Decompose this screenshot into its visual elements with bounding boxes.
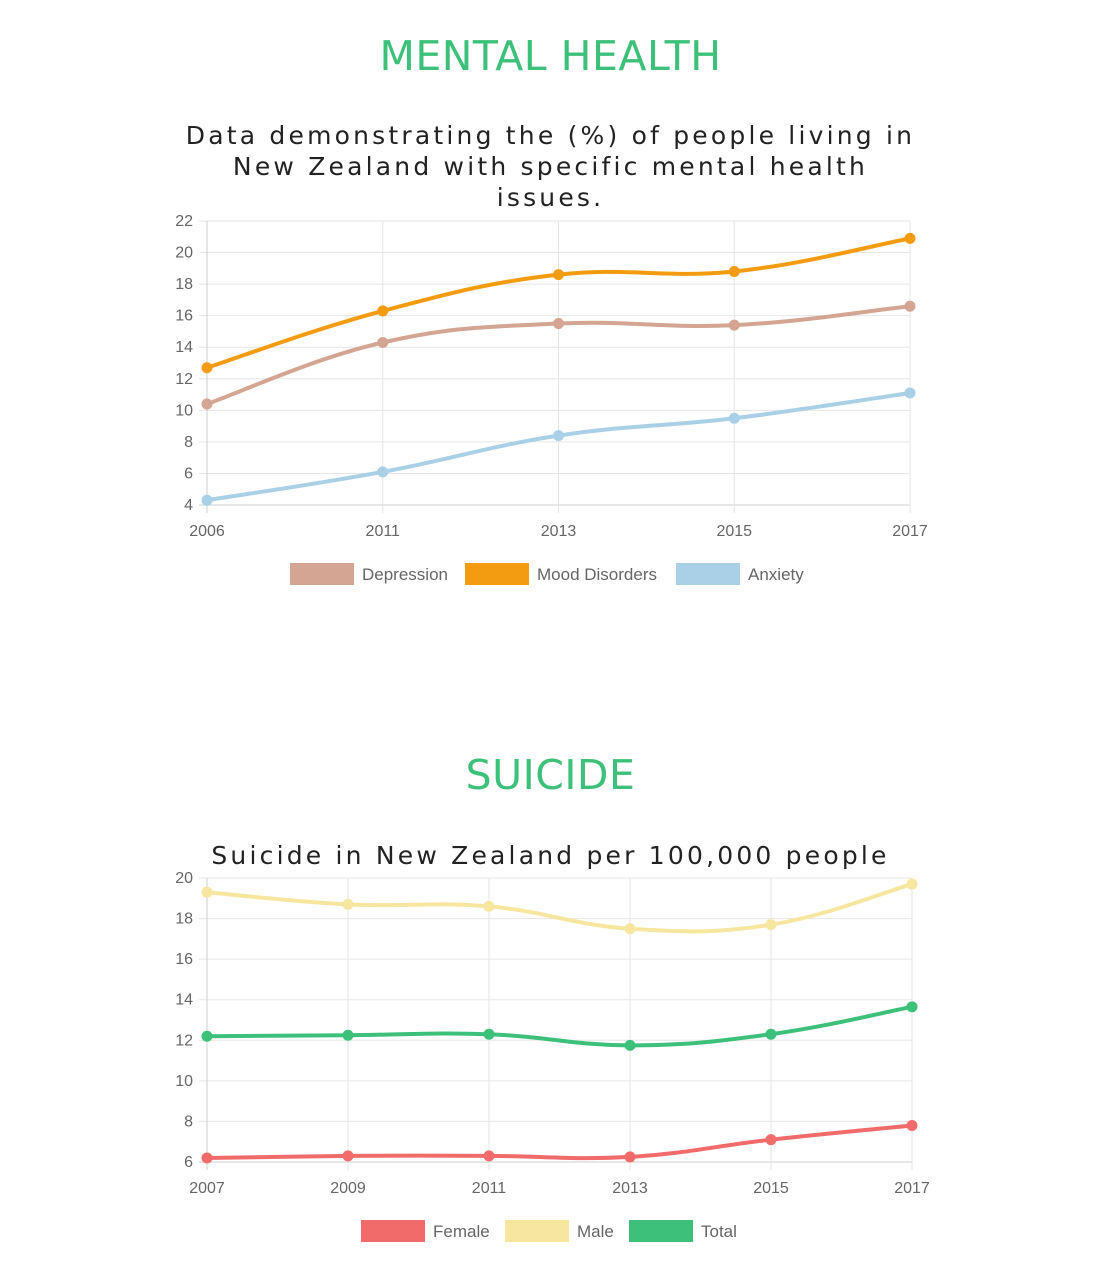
section-heading-suicide: SUICIDE: [465, 751, 636, 799]
chart-title-mental-health: Data demonstrating the (%) of people liv…: [150, 120, 951, 213]
data-point-anxiety: [377, 466, 389, 478]
y-tick-label: 12: [175, 371, 193, 388]
data-point-male: [483, 900, 495, 912]
y-tick-label: 22: [175, 213, 193, 230]
y-tick-label: 6: [184, 1154, 193, 1171]
data-point-total: [483, 1028, 495, 1040]
suicide-line-chart: 6 8 10 12 14 16 18 20 2007 2009 2011 2013 2015 2017 Fe…: [175, 870, 930, 1242]
y-tick-label: 12: [175, 1032, 193, 1049]
chart-title-line: issues.: [496, 183, 605, 212]
data-point-female: [906, 1119, 918, 1131]
data-point-male: [624, 923, 636, 935]
x-tick-label: 2015: [753, 1180, 789, 1197]
y-tick-label: 4: [184, 497, 193, 514]
data-point-female: [765, 1134, 777, 1146]
series-line-male: [205, 882, 914, 934]
x-tick-label: 2017: [892, 523, 928, 540]
chart-title-suicide: Suicide in New Zealand per 100,000 peopl…: [150, 840, 951, 871]
mental-health-line-chart: 4 6 8 10 12 14 16 18 20 22 2006 2011 2013 2015 2017 Dep…: [175, 213, 928, 585]
legend-label-mood-disorders: Mood Disorders: [537, 565, 657, 584]
chart-title-line: Data demonstrating the (%) of people liv…: [185, 121, 916, 150]
y-tick-label: 18: [175, 911, 193, 928]
y-tick-label: 8: [184, 1113, 193, 1130]
data-point-depression: [728, 319, 740, 331]
data-point-depression: [377, 336, 389, 348]
y-tick-label: 20: [175, 245, 193, 262]
y-tick-label: 10: [175, 402, 193, 419]
x-tick-label: 2011: [366, 523, 401, 540]
x-tick-label: 2013: [541, 523, 577, 540]
x-tick-label: 2009: [330, 1180, 366, 1197]
legend-label-anxiety: Anxiety: [748, 565, 804, 584]
data-point-depression: [904, 300, 916, 312]
x-tick-label: 2006: [189, 523, 225, 540]
data-point-female: [342, 1150, 354, 1162]
data-point-anxiety: [201, 494, 213, 506]
x-tick-label: 2011: [472, 1180, 507, 1197]
legend-swatch-mood-disorders: [465, 563, 529, 585]
data-point-total: [624, 1039, 636, 1051]
legend-label-depression: Depression: [362, 565, 448, 584]
data-point-female: [624, 1151, 636, 1163]
x-tick-label: 2007: [189, 1180, 225, 1197]
data-point-male: [342, 898, 354, 910]
y-tick-label: 16: [175, 951, 193, 968]
data-point-depression: [201, 398, 213, 410]
y-tick-label: 14: [175, 992, 193, 1009]
data-point-mood-disorders: [904, 232, 916, 244]
legend-label-female: Female: [433, 1222, 490, 1241]
legend-swatch-anxiety: [676, 563, 740, 585]
section-heading-mental-health: MENTAL HEALTH: [379, 32, 722, 80]
data-point-male: [201, 886, 213, 898]
y-tick-label: 6: [184, 465, 193, 482]
legend-label-male: Male: [577, 1222, 614, 1241]
data-point-female: [201, 1152, 213, 1164]
series-line-female: [205, 1123, 914, 1161]
x-tick-label: 2017: [894, 1180, 930, 1197]
data-point-depression: [553, 318, 564, 330]
series-line-total: [205, 1004, 914, 1048]
legend-swatch-male: [505, 1220, 569, 1242]
data-point-male: [906, 878, 918, 890]
chart-title-line: Suicide in New Zealand per 100,000 peopl…: [211, 841, 890, 870]
y-tick-label: 14: [175, 339, 193, 356]
data-point-total: [342, 1029, 354, 1041]
data-point-mood-disorders: [201, 362, 213, 374]
x-tick-label: 2013: [612, 1180, 648, 1197]
data-point-female: [483, 1150, 495, 1162]
data-point-anxiety: [553, 430, 564, 442]
data-point-total: [201, 1030, 213, 1042]
y-tick-label: 20: [175, 870, 193, 887]
data-point-total: [765, 1028, 777, 1040]
data-point-mood-disorders: [728, 265, 740, 277]
y-tick-label: 10: [175, 1073, 193, 1090]
x-tick-label: 2015: [716, 523, 752, 540]
data-point-male: [765, 919, 777, 931]
legend-label-total: Total: [701, 1222, 737, 1241]
data-point-total: [906, 1001, 918, 1013]
data-point-mood-disorders: [377, 305, 389, 317]
legend-swatch-female: [361, 1220, 425, 1242]
data-point-anxiety: [728, 412, 740, 424]
y-tick-label: 16: [175, 308, 193, 325]
legend-swatch-depression: [290, 563, 354, 585]
data-point-mood-disorders: [553, 269, 564, 281]
y-tick-label: 18: [175, 276, 193, 293]
y-tick-label: 8: [184, 434, 193, 451]
legend-swatch-total: [629, 1220, 693, 1242]
chart-title-line: New Zealand with specific mental health: [232, 152, 869, 181]
data-point-anxiety: [904, 387, 916, 399]
